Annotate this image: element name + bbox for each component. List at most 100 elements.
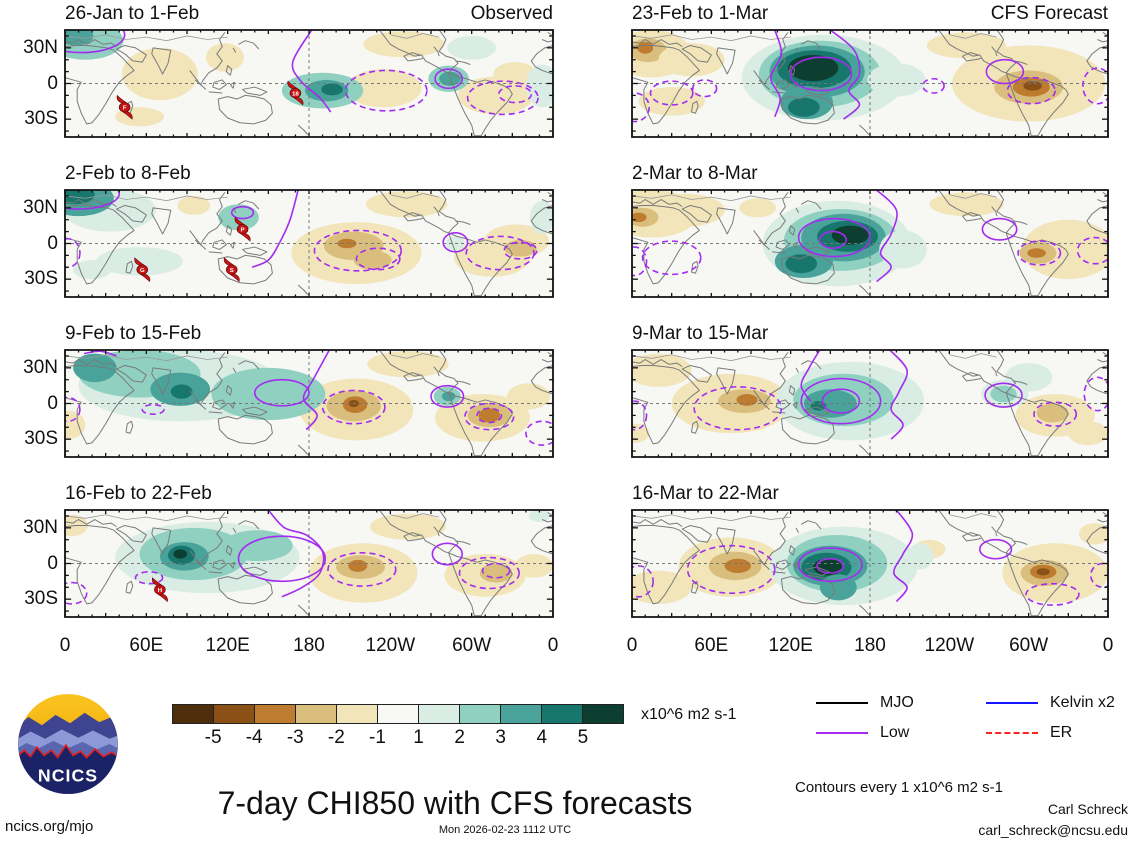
low-contour-path <box>894 510 913 602</box>
coastline <box>796 41 821 53</box>
coastline <box>1006 553 1068 616</box>
coastline <box>754 512 788 564</box>
colorbar-value-label: 5 <box>577 727 589 748</box>
low-contour <box>620 93 649 122</box>
coastline <box>632 194 997 201</box>
anomaly-blob <box>907 543 934 570</box>
y-axis-label: 0 <box>47 72 58 94</box>
coastline <box>682 205 711 222</box>
anomaly-blob <box>370 513 446 540</box>
legend-line-sample <box>816 732 868 734</box>
coastline <box>632 40 682 47</box>
colorbar <box>172 704 624 724</box>
coastline <box>717 368 736 394</box>
low-contour <box>477 408 501 422</box>
panel-date-range: 9-Mar to 15-Mar <box>632 323 769 344</box>
colorbar-cell <box>460 705 501 723</box>
colorbar-cell <box>378 705 419 723</box>
colorbar-cell <box>296 705 337 723</box>
coastline <box>963 527 1028 545</box>
coastline <box>379 190 448 233</box>
anomaly-map-panel <box>632 510 1108 617</box>
coastline <box>226 226 231 236</box>
svg-text:G: G <box>140 268 145 274</box>
anomaly-blob <box>788 97 820 117</box>
panel-date-range: 23-Feb to 1-Mar <box>632 3 769 24</box>
contour-legend: MJO Kelvin x2 Low ER <box>816 694 1135 742</box>
x-axis-label: 60W <box>1009 635 1049 656</box>
low-contour <box>1084 377 1110 410</box>
coastline <box>195 80 267 95</box>
coastline <box>65 34 439 41</box>
tropical-cyclone-icon: 18 <box>287 80 304 106</box>
credit-email: carl_schreck@ncsu.edu <box>978 822 1128 838</box>
x-axis-label: 60E <box>694 635 729 656</box>
low-contour <box>135 572 162 584</box>
coastline <box>531 352 553 394</box>
anomaly-blob <box>724 558 751 574</box>
x-axis-label: 0 <box>626 635 638 656</box>
anomaly-blob <box>736 393 758 406</box>
panel-title-row: 2-Mar to 8-Mar <box>632 163 1108 185</box>
panel-column-header: CFS Forecast <box>990 3 1108 24</box>
coastline <box>939 510 1006 553</box>
coastline <box>298 605 307 615</box>
generation-timestamp: Mon 2026-02-23 1112 UTC <box>438 824 572 836</box>
coastline <box>65 45 134 123</box>
coastline <box>632 514 997 521</box>
colorbar-value-label: 4 <box>536 727 548 748</box>
coastline <box>682 365 711 382</box>
low-contour <box>623 247 647 276</box>
panel-frame <box>65 30 553 137</box>
svg-text:H: H <box>158 588 163 594</box>
coastline <box>449 73 513 136</box>
low-contour <box>432 543 462 564</box>
low-contour <box>459 558 519 589</box>
coastline <box>449 393 513 456</box>
anomaly-map-panel: F 18 <box>65 30 553 137</box>
coastline <box>781 255 834 284</box>
coastline <box>218 95 272 124</box>
coastline <box>1006 73 1068 136</box>
low-contour <box>346 70 427 110</box>
low-contour <box>38 17 125 53</box>
y-axis-label: 30S <box>24 108 58 130</box>
low-contour <box>1026 584 1079 605</box>
low-contour <box>443 233 467 252</box>
tropical-cyclone-icon: S <box>223 257 240 283</box>
low-contour <box>431 386 464 407</box>
tropical-cyclone-icon: H <box>151 577 168 603</box>
panel-date-range: 9-Feb to 15-Feb <box>65 323 202 344</box>
anomaly-map-panel: H <box>65 510 553 617</box>
y-axis-label: 30N <box>23 516 58 538</box>
author-credits: Carl Schreck carl_schreck@ncsu.edu <box>795 799 1128 841</box>
anomaly-blob <box>658 43 725 77</box>
coastline <box>195 400 267 415</box>
coastline <box>632 360 682 367</box>
coastline <box>195 560 267 575</box>
x-axis-label: 180 <box>854 635 886 656</box>
credit-name: Carl Schreck <box>1047 801 1128 817</box>
legend-line-sample <box>816 702 868 704</box>
y-axis-label: 0 <box>47 232 58 254</box>
low-contour <box>56 398 80 422</box>
anomaly-blob <box>478 408 501 423</box>
panel-date-range: 2-Mar to 8-Mar <box>632 163 758 184</box>
coastline <box>717 528 736 554</box>
low-contour <box>688 546 775 594</box>
coastline <box>1006 393 1068 456</box>
coastline <box>692 101 699 113</box>
low-contour <box>1078 238 1112 264</box>
anomaly-blob <box>65 190 95 205</box>
coastline <box>449 233 513 296</box>
low-contour <box>799 219 870 257</box>
anomaly-blob <box>321 83 343 96</box>
coastline <box>126 581 133 593</box>
coastline <box>789 546 794 556</box>
anomaly-map-panel <box>65 350 553 457</box>
anomaly-blob <box>632 570 692 604</box>
low-contour <box>791 57 852 90</box>
coastline <box>226 66 231 76</box>
anomaly-blob <box>73 353 117 383</box>
y-axis-label: 30S <box>24 428 58 450</box>
